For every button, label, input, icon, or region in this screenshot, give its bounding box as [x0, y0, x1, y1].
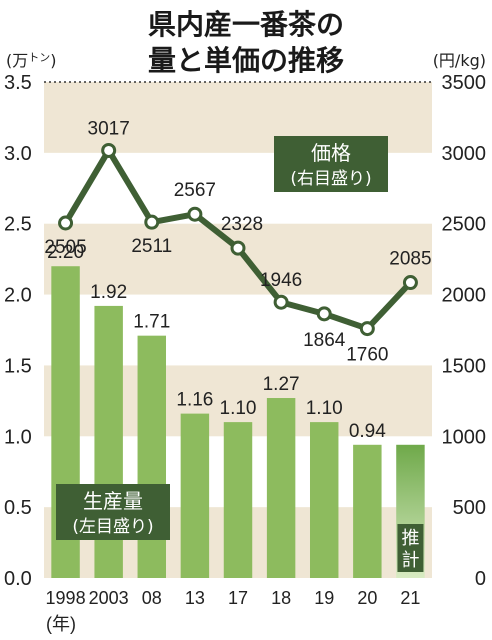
right-axis-tick: 0 — [475, 568, 486, 590]
price-label: 1760 — [346, 345, 388, 366]
x-axis-tick: 1998 — [46, 588, 86, 608]
volume-bar — [180, 413, 210, 578]
volume-bar-label: 1.10 — [220, 398, 257, 419]
background-band — [44, 223, 432, 295]
price-point — [101, 142, 117, 158]
volume-bar — [223, 422, 253, 578]
legend-volume-sub: (左目盛り) — [72, 517, 153, 537]
right-axis-ticks: 0 500 1000 1500 2000 2500 3000 3500 — [442, 72, 487, 590]
estimate-label-char: 計 — [401, 550, 419, 571]
price-point — [58, 215, 74, 231]
volume-bar-label: 1.92 — [90, 282, 127, 303]
estimate-label-char: 推 — [401, 528, 419, 549]
price-series-points — [58, 142, 418, 337]
right-axis-tick: 3500 — [442, 72, 487, 94]
right-axis-tick: 500 — [453, 497, 486, 519]
legend-volume-label: 生産量 — [83, 489, 143, 513]
price-point — [316, 306, 332, 322]
x-axis-tick: 20 — [357, 588, 377, 608]
volume-bar-label: 2.20 — [47, 242, 84, 263]
x-axis-tick: 21 — [400, 588, 420, 608]
legend-price: 価格 (右目盛り) — [274, 136, 388, 192]
right-axis-tick: 2000 — [442, 285, 487, 307]
price-label: 2567 — [174, 180, 216, 201]
left-axis-tick: 3.5 — [4, 72, 32, 94]
left-axis-unit-small: トン — [28, 51, 50, 64]
volume-bar-label: 0.94 — [349, 421, 386, 442]
price-point — [144, 214, 160, 230]
left-axis-tick: 0.0 — [4, 568, 32, 590]
price-label: 2505 — [44, 237, 86, 258]
x-axis-tick: 19 — [314, 588, 334, 608]
estimate-label: 推計 — [401, 528, 419, 571]
price-point — [230, 240, 246, 256]
left-axis-tick: 1.5 — [4, 355, 32, 377]
volume-bar — [137, 335, 167, 578]
x-axis-tick: 2003 — [89, 588, 129, 608]
chart-title-line1: 県内産一番茶の — [148, 8, 344, 41]
left-axis-tick: 2.0 — [4, 285, 32, 307]
price-label: 1946 — [260, 270, 302, 291]
legend-volume-box — [56, 484, 170, 540]
x-axis-unit: (年) — [46, 614, 76, 634]
left-axis-tick: 2.5 — [4, 214, 32, 236]
x-axis-tick: 13 — [185, 588, 205, 608]
chart-title-line2: 量と単価の推移 — [148, 44, 344, 77]
price-label: 2328 — [221, 214, 263, 235]
x-axis-ticks: 1998 2003 08 13 17 18 19 20 21 — [46, 588, 421, 608]
right-axis-unit: (円/kg) — [433, 51, 486, 70]
price-point — [402, 275, 418, 291]
left-axis-unit-prefix: (万 — [6, 51, 28, 70]
x-axis-tick: 18 — [271, 588, 291, 608]
volume-bar-label: 1.71 — [133, 312, 170, 333]
volume-bar — [353, 444, 382, 578]
price-label: 2085 — [389, 249, 431, 270]
price-label: 1864 — [303, 330, 346, 351]
volume-bar-label: 1.27 — [263, 374, 300, 395]
left-axis-tick: 0.5 — [4, 497, 32, 519]
legend-volume: 生産量 (左目盛り) — [56, 484, 170, 540]
legend-price-box — [274, 136, 388, 192]
volume-bar-label: 1.10 — [306, 398, 343, 419]
price-point — [273, 294, 289, 310]
left-axis-tick: 1.0 — [4, 426, 32, 448]
price-label: 3017 — [88, 118, 130, 139]
left-axis-tick: 3.0 — [4, 143, 32, 165]
estimate-label-box — [397, 524, 424, 572]
legend-price-sub: (右目盛り) — [290, 169, 371, 189]
left-axis-unit: (万トン) — [6, 51, 57, 70]
legend-price-label: 価格 — [311, 141, 351, 165]
right-axis-tick: 2500 — [442, 214, 487, 236]
x-axis-tick: 17 — [228, 588, 248, 608]
right-axis-tick: 1500 — [442, 355, 487, 377]
volume-bar — [309, 422, 339, 578]
x-axis-tick: 08 — [142, 588, 162, 608]
price-point — [359, 321, 375, 337]
volume-bar-labels: 2.20 1.92 1.71 1.16 1.10 1.27 1.10 0.94 — [47, 242, 386, 442]
price-label: 2511 — [131, 236, 172, 257]
right-axis-tick: 1000 — [442, 426, 487, 448]
volume-bar — [266, 398, 296, 578]
right-axis-tick: 3000 — [442, 143, 487, 165]
left-axis-unit-suffix: ) — [50, 51, 56, 70]
volume-bar-label: 1.16 — [176, 390, 213, 411]
left-axis-ticks: 0.0 0.5 1.0 1.5 2.0 2.5 3.0 3.5 — [4, 72, 32, 590]
price-point — [187, 206, 203, 222]
